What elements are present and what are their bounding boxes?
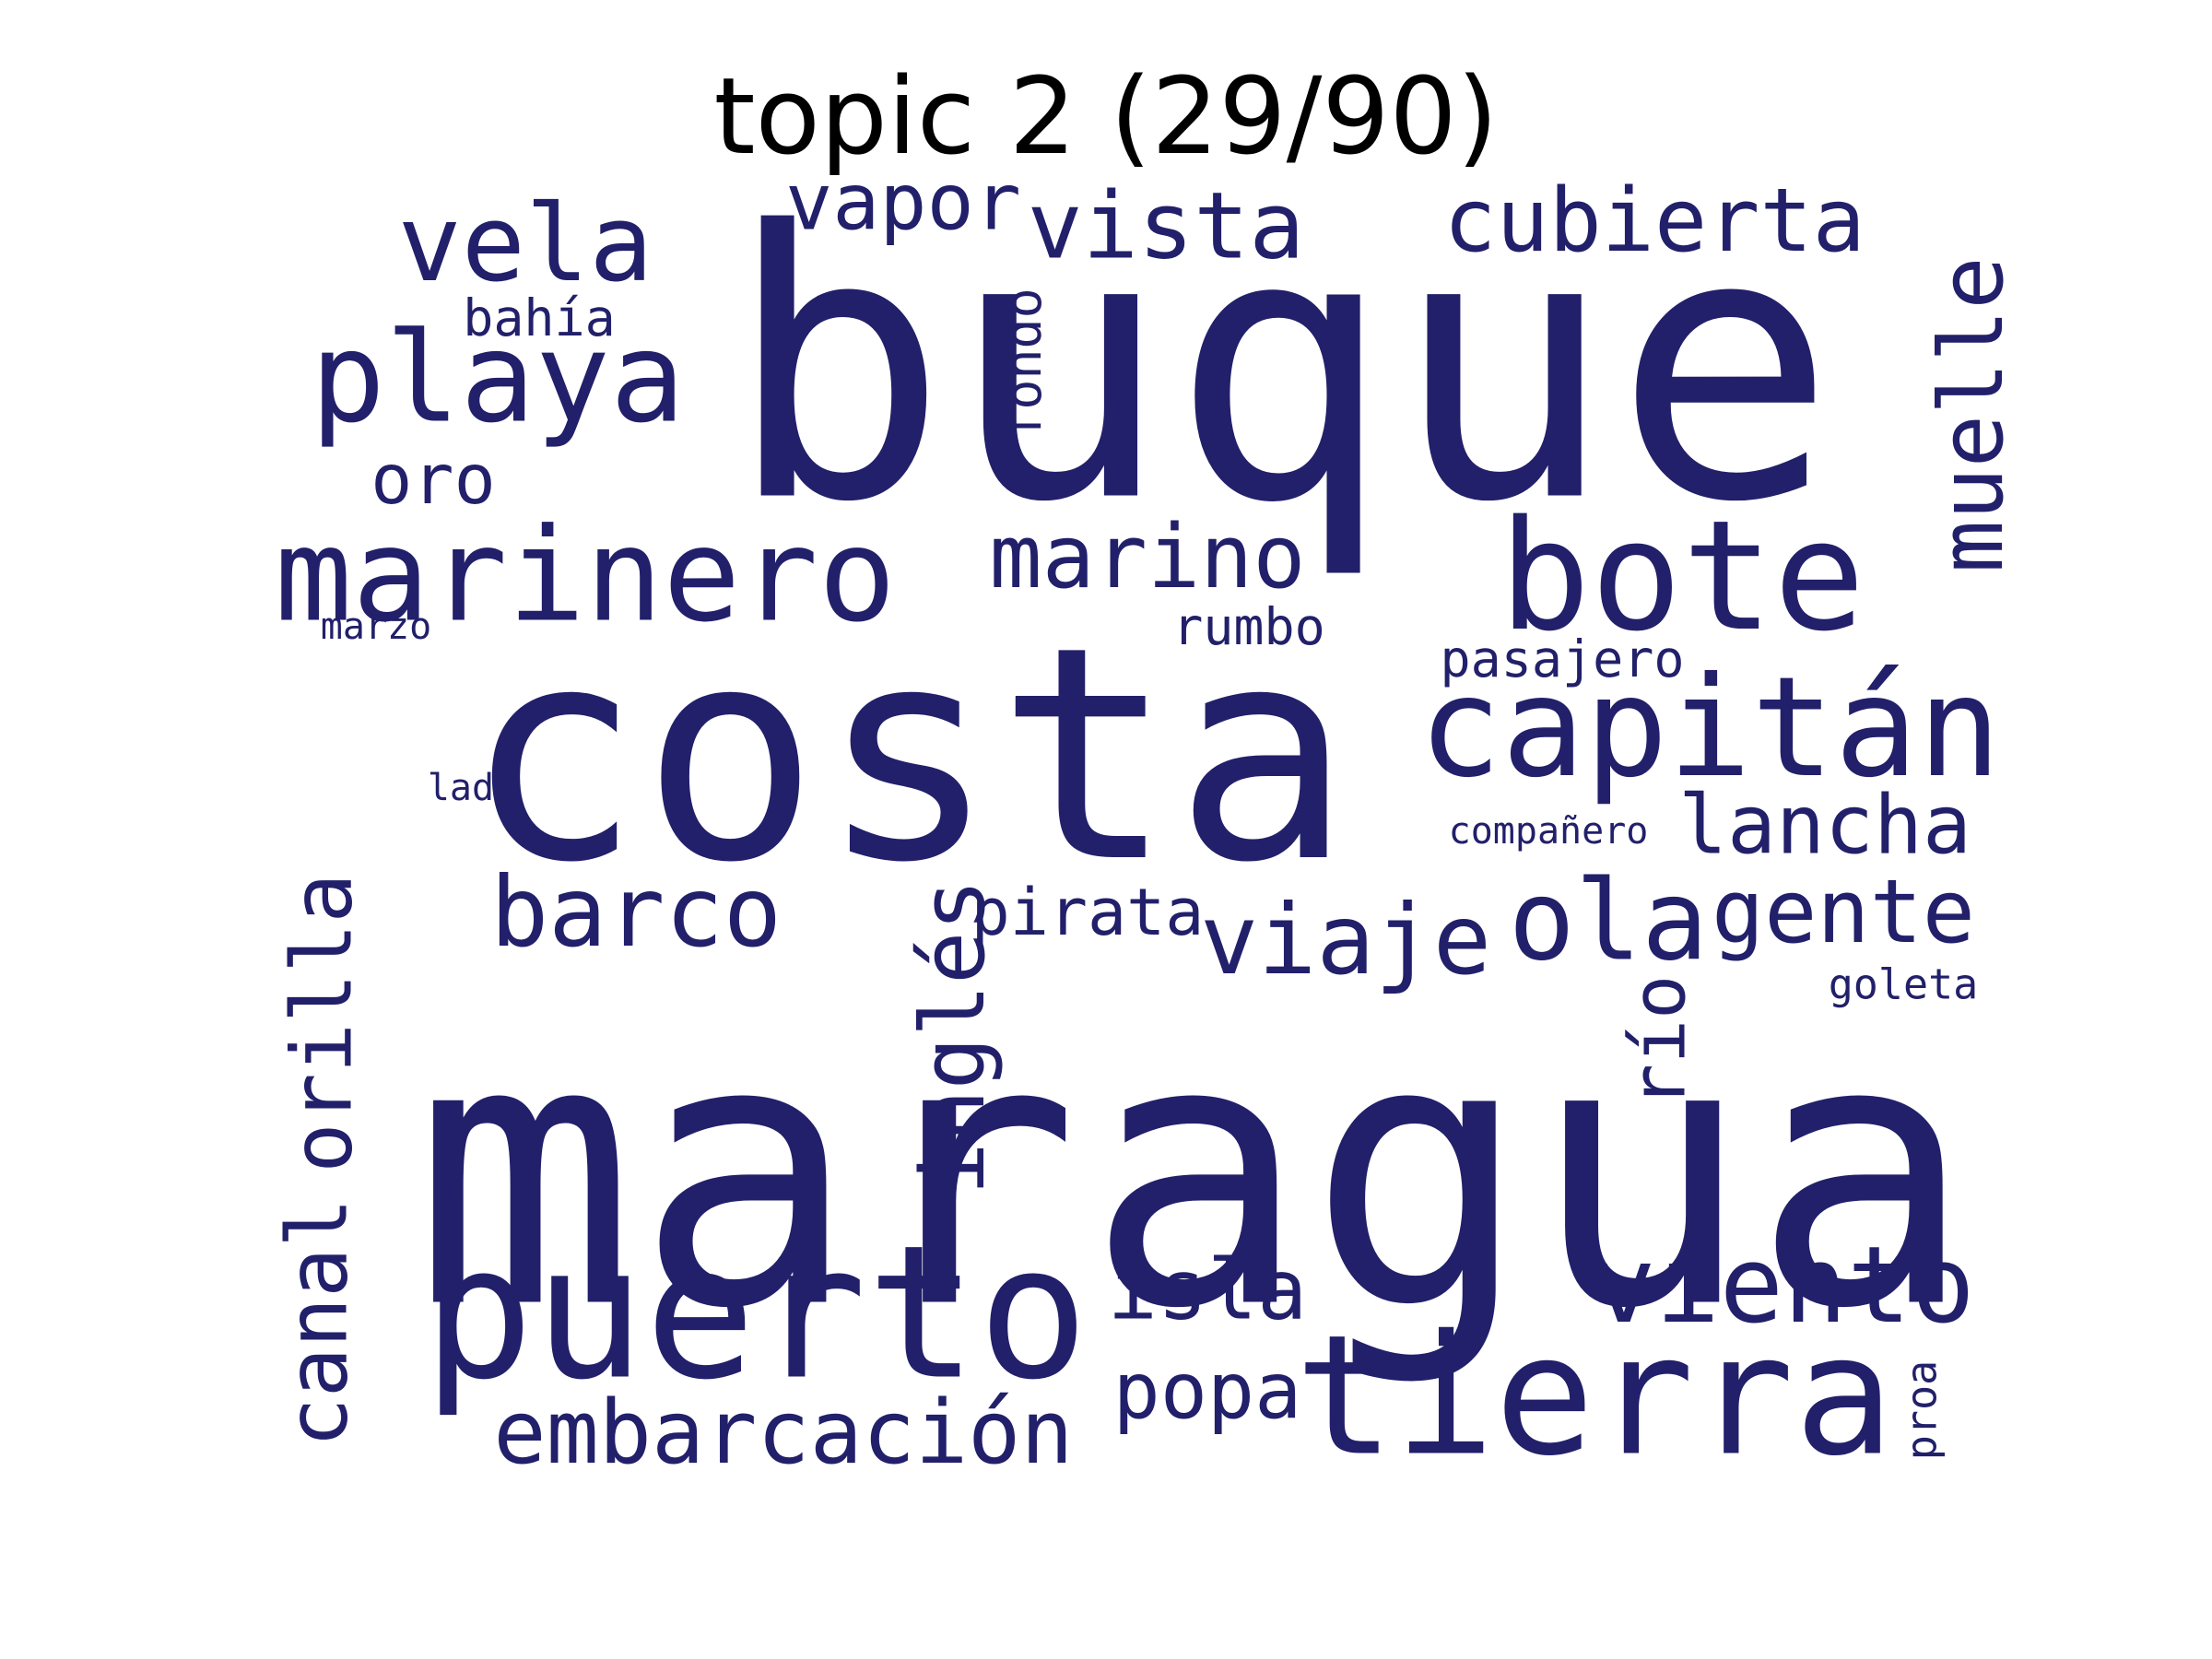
word-21: viento bbox=[1592, 1224, 1974, 1347]
word-8: marinero bbox=[275, 501, 896, 652]
word-34: pasajero bbox=[1441, 629, 1685, 688]
word-4: puerto bbox=[423, 1206, 1088, 1421]
word-33: rumbo bbox=[1172, 597, 1325, 656]
word-38: lado bbox=[428, 767, 516, 809]
word-10: vela bbox=[398, 182, 653, 306]
word-24: embarcación bbox=[493, 1382, 1073, 1484]
word-11: vista bbox=[1027, 172, 1304, 280]
word-27: canal bbox=[270, 1198, 367, 1448]
word-22: isla bbox=[1108, 1242, 1308, 1339]
word-26: orilla bbox=[275, 873, 371, 1172]
word-5: tierra bbox=[1295, 1300, 1894, 1493]
word-32: fondo bbox=[994, 288, 1053, 441]
word-18: ola bbox=[1509, 858, 1709, 986]
word-1: costa bbox=[464, 584, 1351, 927]
word-39: marzo bbox=[321, 606, 431, 648]
word-6: bote bbox=[1499, 488, 1865, 665]
word-13: muelle bbox=[1922, 256, 2023, 572]
word-20: lancha bbox=[1678, 778, 1971, 873]
word-19: gente bbox=[1712, 862, 1975, 963]
word-35: compañero bbox=[1449, 810, 1649, 853]
figure-title: topic 2 (29/90) bbox=[713, 55, 1499, 179]
word-3: agua bbox=[1086, 961, 1973, 1390]
word-23: popa bbox=[1113, 1347, 1302, 1438]
word-12: cubierta bbox=[1443, 171, 1865, 272]
word-9: playa bbox=[311, 306, 685, 451]
word-28: río bbox=[1617, 975, 1702, 1109]
word-17: viaje bbox=[1200, 884, 1491, 996]
word-37: proa bbox=[1898, 1360, 1947, 1460]
word-25: inglés bbox=[903, 878, 1005, 1194]
word-15: marino bbox=[989, 507, 1305, 608]
word-36: goleta bbox=[1829, 960, 1979, 1009]
word-14: vapor bbox=[785, 158, 1021, 249]
word-0: buque bbox=[726, 155, 1836, 583]
word-7: capitán bbox=[1418, 648, 2001, 808]
word-16: barco bbox=[490, 856, 782, 969]
word-2: mar bbox=[414, 961, 1079, 1390]
word-30: oro bbox=[371, 439, 495, 520]
word-31: bahía bbox=[463, 288, 616, 347]
word-29: pirata bbox=[971, 875, 1205, 950]
